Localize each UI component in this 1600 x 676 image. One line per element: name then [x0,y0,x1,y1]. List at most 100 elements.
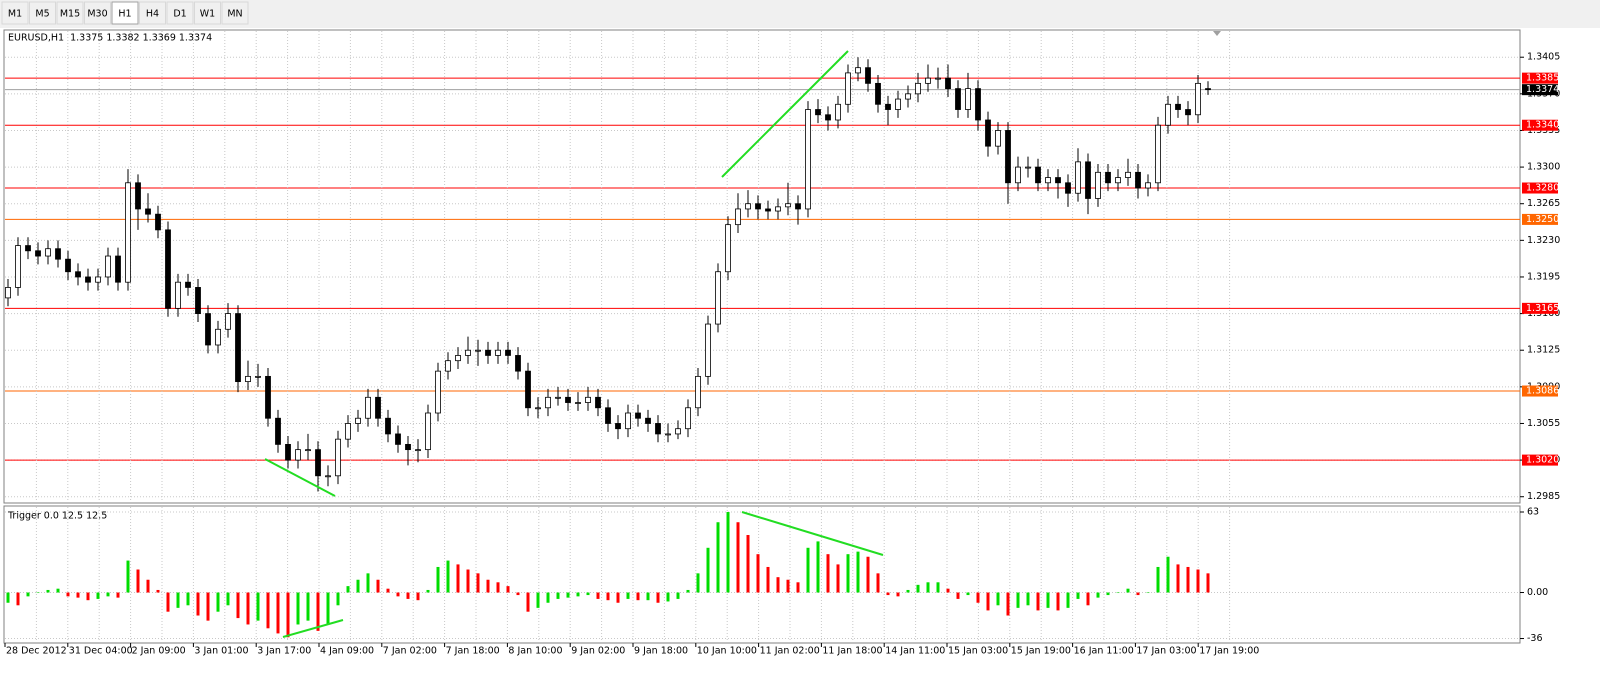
timeframe-button[interactable]: M1 [1,1,29,25]
timeframe-button[interactable]: M15 [56,1,84,25]
histogram-bar [976,592,980,603]
y-tick-label: 1.2985 [1527,491,1560,502]
histogram-bar [336,592,340,606]
level-label-box [1522,72,1558,84]
timeframe-button[interactable]: D1 [166,1,194,25]
chart-title: EURUSD,H1 1.3375 1.3382 1.3369 1.3374 [8,33,212,44]
histogram-bar [276,592,280,634]
candle-body [345,423,351,440]
histogram-bar [86,592,90,601]
timeframe-button[interactable]: W1 [194,1,221,25]
button-face[interactable] [166,1,194,25]
candle-body [1085,161,1091,199]
histogram-bar [186,592,190,606]
button-face[interactable] [84,1,111,25]
button-face[interactable] [29,1,56,25]
histogram-bar [946,588,950,593]
button-label[interactable]: M1 [8,9,22,20]
button-face[interactable] [56,1,84,25]
histogram-bar [836,564,840,593]
histogram-bar [106,592,110,597]
histogram-bar [916,584,920,593]
timeframe-button[interactable]: M5 [29,1,56,25]
histogram-bar [1136,592,1140,596]
histogram-bar [686,589,690,593]
histogram-bar [156,589,160,593]
timeframe-button[interactable]: MN [221,1,249,25]
trend-line [741,511,884,556]
timeframe-button[interactable]: H1 [111,1,139,25]
histogram-bar [626,592,630,599]
candle-body [335,438,341,477]
candle-body [1205,88,1211,91]
candle-body [305,449,311,452]
button-label[interactable]: H4 [146,9,159,20]
candle-body [185,281,191,288]
button-face[interactable] [221,1,249,25]
level-label: 1.3280 [1526,183,1559,194]
candle-body [545,396,551,409]
candle-body [405,443,411,451]
candle-body [135,182,141,210]
button-face[interactable] [139,1,166,25]
candle-body [215,328,221,346]
histogram-bar [816,541,820,593]
level-label: 1.3250 [1526,214,1559,225]
histogram-bar [426,589,430,593]
histogram-bar [926,582,930,593]
x-tick-label: 16 Jan 11:00 [1074,646,1134,657]
x-tick-label: 17 Jan 19:00 [1199,646,1259,657]
button-label[interactable]: M30 [87,9,107,20]
candle-body [1065,182,1071,194]
price-panel [3,29,1521,504]
candle-body [1025,166,1031,169]
candle-body [465,349,471,356]
candle-body [1075,161,1081,194]
button-label[interactable]: D1 [173,9,186,20]
candle-body [315,449,321,477]
candle-body [805,109,811,210]
candle-body [735,208,741,226]
histogram-bar [346,586,350,593]
button-label[interactable]: M15 [60,9,80,20]
histogram-bar [76,592,80,598]
y-tick-label: -36 [1527,633,1543,644]
level-label: 1.3340 [1526,120,1559,131]
candle-body [125,182,131,283]
candle-body [825,114,831,121]
x-tick-label: 15 Jan 03:00 [948,646,1008,657]
candle-body [415,449,421,452]
histogram-bar [376,579,380,593]
histogram-bar [456,564,460,593]
candle-body [365,396,371,419]
x-tick-label: 28 Dec 2012 [6,646,67,657]
timeframe-button[interactable]: H4 [139,1,166,25]
level-label-box [1522,213,1558,225]
button-label[interactable]: H1 [118,9,131,20]
candle-body [1015,166,1021,184]
candle-body [85,276,91,283]
button-face[interactable] [1,1,29,25]
candle-body [355,417,361,424]
candle-body [25,245,31,252]
histogram-bar [96,592,100,599]
timeframe-button[interactable]: M30 [84,1,111,25]
candle-body [1105,171,1111,184]
button-label[interactable]: MN [227,9,242,20]
histogram-bar [366,573,370,593]
button-label[interactable]: W1 [200,9,215,20]
button-label[interactable]: M5 [35,9,49,20]
button-face[interactable] [111,1,139,25]
histogram-bar [596,592,600,599]
candle-body [985,119,991,147]
shift-marker [1213,31,1221,36]
histogram-bar [326,592,330,625]
candle-body [65,258,71,273]
histogram-bar [1156,566,1160,593]
histogram-bar [1056,592,1060,611]
histogram-bar [176,592,180,608]
button-face[interactable] [194,1,221,25]
x-tick-label: 2 Jan 09:00 [132,646,186,657]
